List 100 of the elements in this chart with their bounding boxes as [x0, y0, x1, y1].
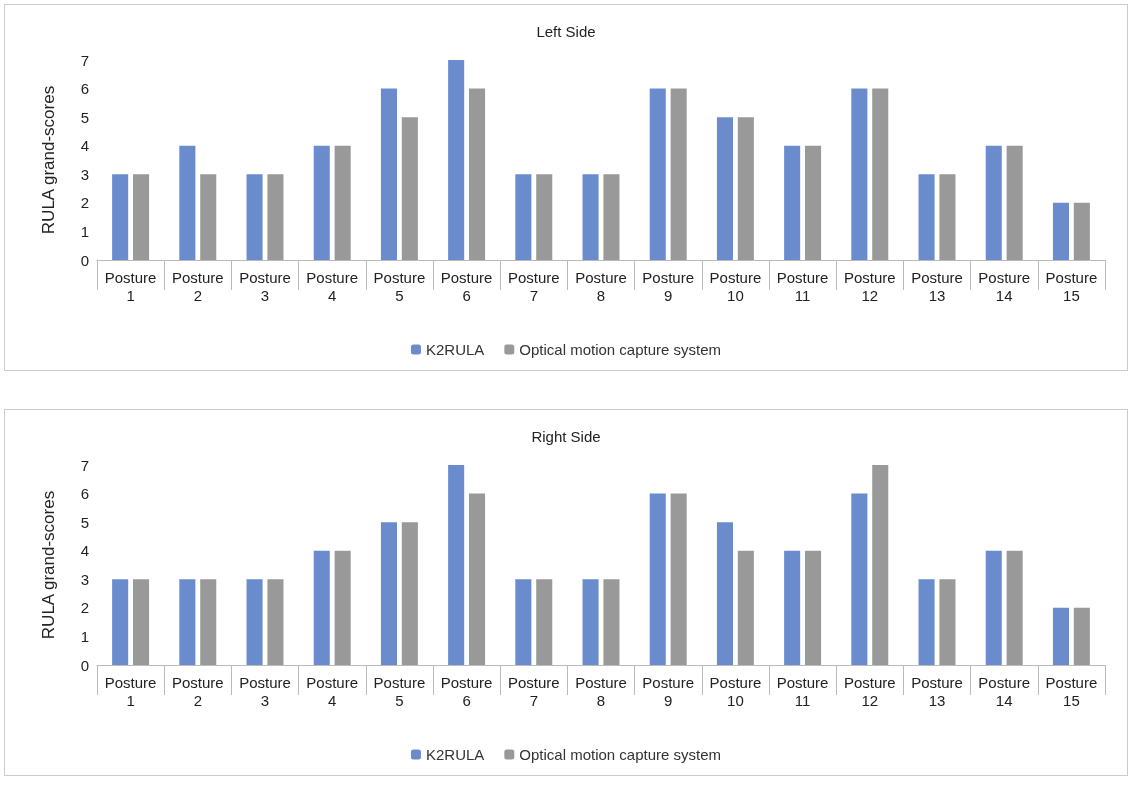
x-tick-label: Posture 13 — [911, 268, 963, 304]
bar — [267, 174, 284, 260]
bar — [1006, 145, 1023, 260]
bar — [939, 579, 956, 665]
bar — [649, 88, 666, 260]
bar — [716, 522, 733, 665]
x-tick-label: Posture 3 — [239, 268, 291, 304]
bar — [112, 579, 129, 665]
bar — [918, 579, 935, 665]
y-tick-label: 2 — [80, 194, 89, 212]
x-tick-label: Posture 10 — [709, 673, 762, 709]
x-tick-label: Posture 3 — [239, 673, 291, 709]
y-tick-label: 5 — [80, 513, 89, 531]
y-tick-label: 6 — [80, 485, 89, 503]
legend-label: Optical motion capture system — [519, 341, 722, 358]
x-tick-label: Posture 8 — [575, 268, 627, 304]
bar — [582, 579, 599, 665]
bar — [246, 579, 263, 665]
bar — [784, 145, 801, 260]
x-tick-label: Posture 1 — [104, 268, 157, 304]
bar — [851, 493, 868, 665]
x-tick-label: Posture 5 — [373, 268, 426, 304]
bar — [716, 117, 733, 260]
x-tick-label: Posture 12 — [843, 673, 896, 709]
bar — [603, 174, 620, 260]
x-tick-label: Posture 12 — [843, 268, 896, 304]
bar — [200, 174, 217, 260]
y-tick-label: 4 — [80, 542, 89, 560]
bar — [267, 579, 284, 665]
bar — [536, 174, 553, 260]
bar — [334, 145, 351, 260]
x-tick-label: Posture 15 — [1045, 673, 1098, 709]
bar — [784, 550, 801, 665]
x-tick-label: Posture 15 — [1045, 268, 1098, 304]
x-tick-label: Posture 6 — [440, 673, 493, 709]
bar — [401, 522, 418, 665]
bar — [536, 579, 553, 665]
bar — [649, 493, 666, 665]
x-tick-label: Posture 13 — [911, 673, 963, 709]
bar — [872, 88, 889, 260]
bar — [515, 174, 532, 260]
x-tick-label: Posture 1 — [104, 673, 157, 709]
y-tick-label: 4 — [80, 137, 89, 155]
x-tick-label: Posture 9 — [642, 673, 695, 709]
y-tick-label: 1 — [80, 222, 89, 240]
x-tick-label: Posture 2 — [171, 673, 224, 709]
x-tick-label: Posture 14 — [978, 673, 1031, 709]
x-tick-label: Posture 11 — [776, 268, 829, 304]
bar — [200, 579, 217, 665]
x-tick-label: Posture 4 — [306, 673, 359, 709]
bar — [179, 145, 196, 260]
y-axis-title: RULA grand-scores — [39, 490, 58, 640]
x-tick-label: Posture 5 — [373, 673, 426, 709]
bar — [1073, 607, 1090, 665]
x-tick-label: Posture 4 — [306, 268, 359, 304]
y-tick-label: 7 — [80, 51, 89, 69]
bar — [469, 88, 486, 260]
x-tick-label: Posture 7 — [507, 268, 560, 304]
y-tick-label: 2 — [80, 599, 89, 617]
x-tick-label: Posture 7 — [507, 673, 560, 709]
y-axis-title: RULA grand-scores — [39, 85, 58, 235]
bar — [985, 145, 1002, 260]
bar — [737, 117, 754, 260]
bar — [401, 117, 418, 260]
chart-title: Right Side — [531, 428, 601, 445]
bar — [448, 465, 465, 665]
bar — [380, 88, 397, 260]
y-tick-label: 5 — [80, 108, 89, 126]
bar — [805, 550, 822, 665]
y-tick-label: 3 — [80, 570, 89, 588]
bar — [1073, 202, 1090, 260]
bar — [469, 493, 486, 665]
bar — [872, 465, 889, 665]
x-tick-label: Posture 11 — [776, 673, 829, 709]
bar — [1052, 202, 1069, 260]
y-tick-label: 0 — [80, 251, 89, 269]
bar — [851, 88, 868, 260]
x-tick-label: Posture 10 — [709, 268, 762, 304]
bar — [112, 174, 129, 260]
bar — [179, 579, 196, 665]
bar — [448, 60, 465, 260]
y-tick-label: 3 — [80, 165, 89, 183]
x-tick-label: Posture 9 — [642, 268, 695, 304]
chart-title: Left Side — [536, 23, 596, 40]
bar — [1006, 550, 1023, 665]
bar — [737, 550, 754, 665]
x-tick-label: Posture 14 — [978, 268, 1031, 304]
x-tick-label: Posture 6 — [440, 268, 493, 304]
bar — [133, 579, 150, 665]
y-tick-label: 0 — [80, 656, 89, 674]
legend-label: K2RULA — [425, 746, 485, 763]
legend-label: K2RULA — [425, 341, 485, 358]
bar — [246, 174, 263, 260]
bar — [939, 174, 956, 260]
bar — [805, 145, 822, 260]
bar — [133, 174, 150, 260]
bar — [313, 145, 330, 260]
bar — [603, 579, 620, 665]
bar — [380, 522, 397, 665]
bar — [985, 550, 1002, 665]
